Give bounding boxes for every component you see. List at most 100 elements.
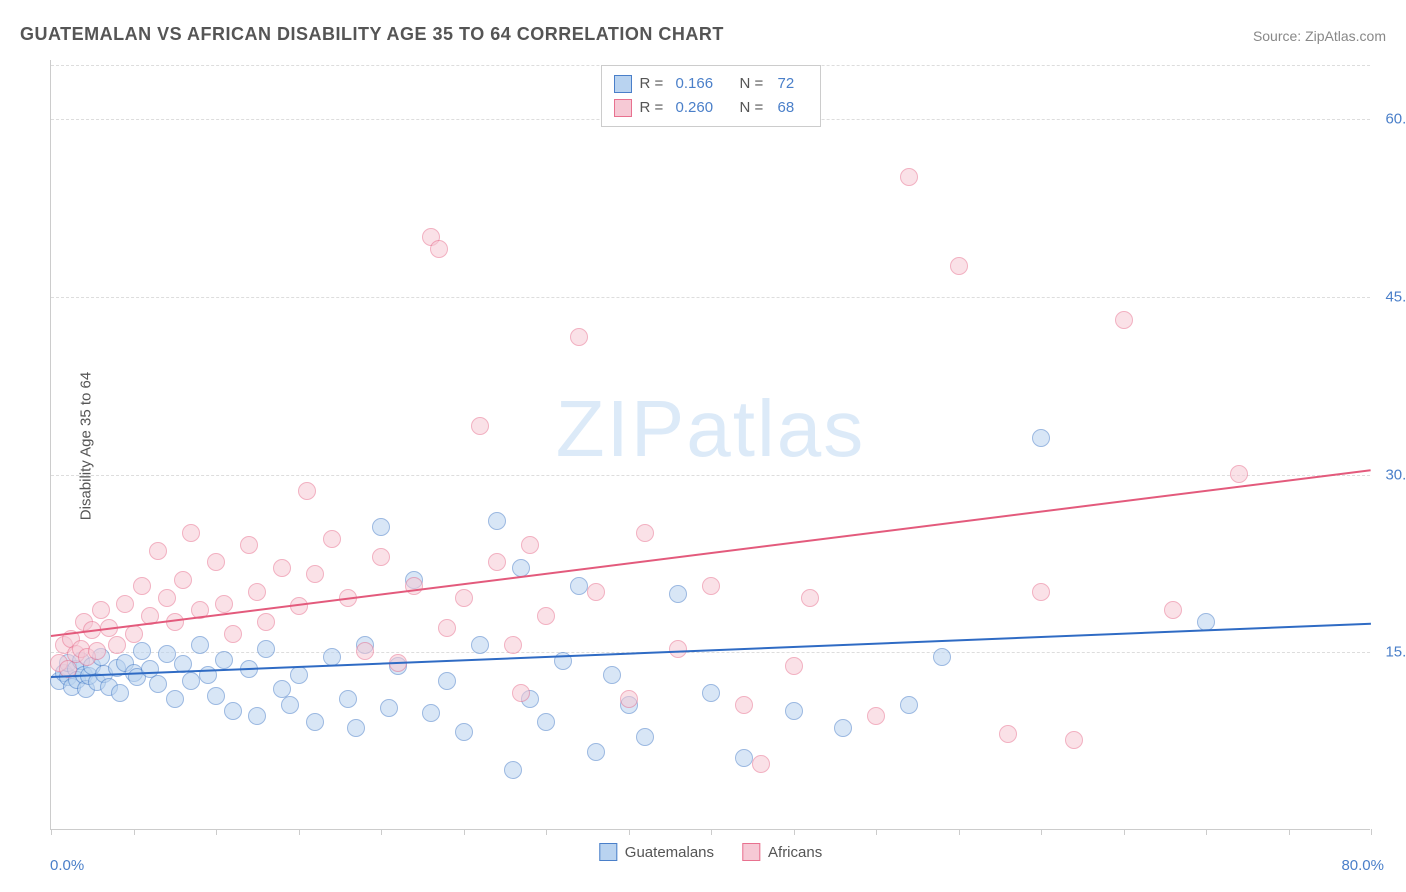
data-point [248, 707, 266, 725]
legend-r-value: 0.260 [676, 96, 732, 120]
data-point [191, 636, 209, 654]
data-point [88, 642, 106, 660]
data-point [570, 328, 588, 346]
data-point [207, 553, 225, 571]
x-tick [1206, 829, 1207, 835]
plot-area: ZIPatlas R =0.166N =72R =0.260N =68 Guat… [50, 60, 1370, 830]
data-point [438, 619, 456, 637]
gridline [51, 475, 1370, 476]
legend-n-value: 72 [778, 72, 808, 96]
data-point [1115, 311, 1133, 329]
x-tick [299, 829, 300, 835]
data-point [1065, 731, 1083, 749]
data-point [111, 684, 129, 702]
data-point [133, 642, 151, 660]
legend-r-value: 0.166 [676, 72, 732, 96]
data-point [620, 690, 638, 708]
data-point [339, 690, 357, 708]
legend-swatch [614, 75, 632, 93]
data-point [257, 613, 275, 631]
legend-swatch [599, 843, 617, 861]
data-point [521, 536, 539, 554]
data-point [273, 559, 291, 577]
data-point [149, 675, 167, 693]
data-point [422, 704, 440, 722]
y-tick-label: 30.0% [1385, 466, 1406, 483]
gridline [51, 297, 1370, 298]
data-point [257, 640, 275, 658]
data-point [108, 636, 126, 654]
legend-swatch [614, 99, 632, 117]
data-point [240, 536, 258, 554]
data-point [999, 725, 1017, 743]
series-legend: GuatemalansAfricans [599, 843, 822, 861]
data-point [1197, 613, 1215, 631]
data-point [455, 723, 473, 741]
data-point [372, 548, 390, 566]
data-point [224, 625, 242, 643]
y-tick-label: 45.0% [1385, 288, 1406, 305]
gridline [51, 652, 1370, 653]
y-tick-label: 15.0% [1385, 644, 1406, 661]
legend-n-label: N = [740, 72, 770, 96]
data-point [570, 577, 588, 595]
data-point [735, 696, 753, 714]
data-point [512, 684, 530, 702]
data-point [1230, 465, 1248, 483]
x-tick [1124, 829, 1125, 835]
data-point [537, 607, 555, 625]
data-point [430, 240, 448, 258]
data-point [372, 518, 390, 536]
data-point [587, 583, 605, 601]
x-tick [134, 829, 135, 835]
data-point [1164, 601, 1182, 619]
x-tick [794, 829, 795, 835]
legend-row: R = 0.166 N = 72 [614, 72, 808, 96]
legend-n-value: 68 [778, 96, 808, 120]
data-point [471, 636, 489, 654]
data-point [323, 530, 341, 548]
data-point [438, 672, 456, 690]
correlation-legend: R = 0.166 N = 72R = 0.260 N = 68 [601, 65, 821, 127]
data-point [636, 728, 654, 746]
data-point [504, 761, 522, 779]
data-point [587, 743, 605, 761]
data-point [306, 565, 324, 583]
x-tick [959, 829, 960, 835]
legend-r-label: R = [640, 96, 668, 120]
data-point [158, 645, 176, 663]
data-point [933, 648, 951, 666]
data-point [900, 168, 918, 186]
x-tick [711, 829, 712, 835]
data-point [900, 696, 918, 714]
data-point [224, 702, 242, 720]
data-point [182, 672, 200, 690]
data-point [1032, 583, 1050, 601]
data-point [158, 589, 176, 607]
data-point [488, 553, 506, 571]
x-tick [1371, 829, 1372, 835]
legend-swatch [742, 843, 760, 861]
data-point [455, 589, 473, 607]
data-point [702, 684, 720, 702]
data-point [166, 690, 184, 708]
x-tick [876, 829, 877, 835]
data-point [636, 524, 654, 542]
data-point [207, 687, 225, 705]
data-point [752, 755, 770, 773]
data-point [116, 595, 134, 613]
data-point [215, 651, 233, 669]
data-point [603, 666, 621, 684]
data-point [834, 719, 852, 737]
data-point [735, 749, 753, 767]
data-point [182, 524, 200, 542]
data-point [471, 417, 489, 435]
data-point [248, 583, 266, 601]
data-point [785, 657, 803, 675]
legend-r-label: R = [640, 72, 668, 96]
data-point [405, 577, 423, 595]
source-label: Source: ZipAtlas.com [1253, 28, 1386, 44]
x-tick [381, 829, 382, 835]
regression-line [51, 623, 1371, 678]
x-tick [629, 829, 630, 835]
